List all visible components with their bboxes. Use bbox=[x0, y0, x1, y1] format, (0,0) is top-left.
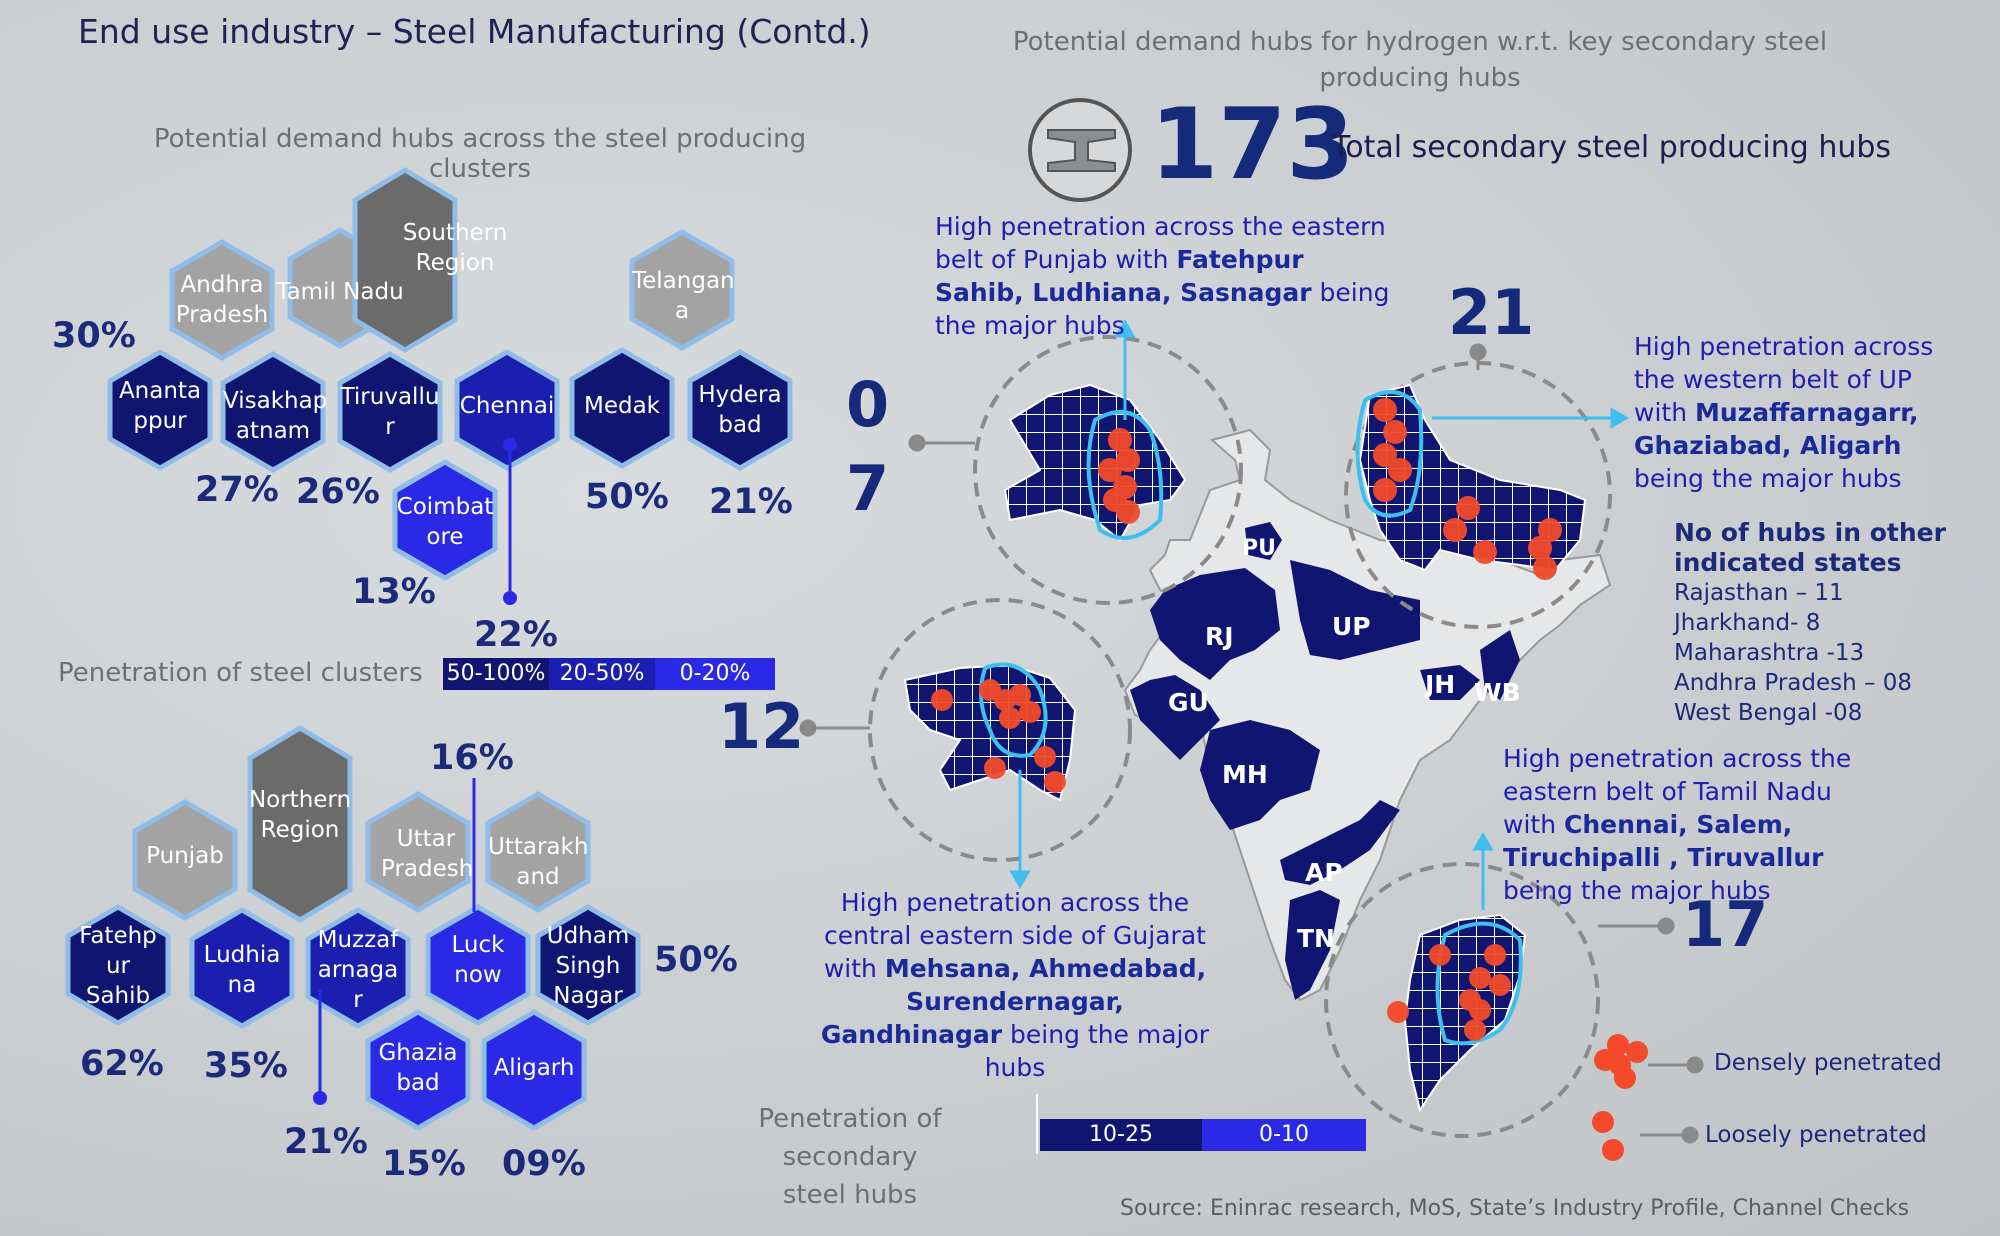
total-label: Total secondary steel producing hubs bbox=[1332, 130, 1892, 165]
hex-label-lucknow: Luck now bbox=[451, 932, 505, 988]
state-label-tn: TN bbox=[1297, 924, 1335, 953]
hex-label-tamil: Tamil Nadu bbox=[276, 279, 404, 305]
pct-visakhapatnam: 26% bbox=[296, 472, 380, 512]
punjab-number-b: 7 bbox=[846, 452, 890, 525]
state-label-pu: PU bbox=[1242, 536, 1276, 561]
other-state-item: Jharkhand- 8 bbox=[1674, 610, 1821, 636]
hex-label-visakhapatnam: Visakhap atnam bbox=[223, 388, 328, 444]
state-label-ap: AP bbox=[1305, 858, 1343, 887]
hex-southern-region bbox=[352, 167, 458, 353]
legend-50-100: 50-100% bbox=[443, 658, 549, 690]
hex-label-ludhiana: Ludhia na bbox=[203, 942, 281, 998]
hex-label-fatehpur: Fatehp ur Sahib bbox=[79, 923, 157, 1009]
punjab-number-a: 0 bbox=[846, 368, 890, 441]
hex-label-northern: Northern Region bbox=[248, 787, 352, 843]
pct-chennai: 22% bbox=[474, 615, 558, 655]
state-label-mh: MH bbox=[1222, 760, 1268, 789]
legend-0-20: 0-20% bbox=[655, 658, 775, 690]
legend-0-10: 0-10 bbox=[1202, 1119, 1366, 1151]
other-states-heading-2: indicated states bbox=[1674, 548, 1902, 577]
secondary-legend-title: Penetration of secondary steel hubs bbox=[690, 1100, 1010, 1214]
hex-label-southern: Southern Region bbox=[402, 220, 508, 276]
hex-northern-region bbox=[247, 725, 353, 923]
secondary-title-1: Penetration of secondary bbox=[758, 1104, 942, 1172]
legend-dense: Densely penetrated bbox=[1714, 1050, 1942, 1076]
tn-number: 17 bbox=[1682, 888, 1769, 961]
pct-fatehpur: 62% bbox=[80, 1044, 164, 1084]
hex-label-uttar: Uttar Pradesh bbox=[381, 826, 474, 882]
state-label-rj: RJ bbox=[1205, 622, 1234, 651]
pct-muzzafarnagar: 21% bbox=[284, 1122, 368, 1162]
hex-label-andhra: Andhra Pradesh bbox=[175, 272, 269, 328]
pct-coimbatore: 13% bbox=[352, 572, 436, 612]
callout-gujarat: High penetration across the central east… bbox=[820, 888, 1210, 1082]
callout-tamil-nadu: High penetration across the eastern belt… bbox=[1503, 744, 1852, 905]
state-label-gu: GU bbox=[1168, 688, 1209, 717]
hex-label-coimbatore: Coimbat ore bbox=[396, 494, 494, 550]
state-label-wb: WB bbox=[1474, 678, 1521, 707]
page-title: End use industry – Steel Manufacturing (… bbox=[78, 12, 871, 51]
legend-20-50: 20-50% bbox=[549, 658, 655, 690]
legend-10-25: 10-25 bbox=[1040, 1119, 1202, 1151]
state-label-up: UP bbox=[1332, 612, 1371, 641]
other-states-list: No of hubs in other indicated states Raj… bbox=[1674, 518, 1974, 728]
pct-aligarh: 09% bbox=[502, 1144, 586, 1184]
up-number: 21 bbox=[1448, 276, 1535, 349]
right-title: Potential demand hubs for hydrogen w.r.t… bbox=[960, 24, 1880, 96]
hex-label-ghaziabad: Ghazia bad bbox=[378, 1040, 458, 1096]
right-title-line-2: producing hubs bbox=[1319, 63, 1521, 93]
legend-divider bbox=[1036, 1094, 1038, 1154]
hex-label-telangana: Telangan a bbox=[632, 268, 735, 324]
hex-label-punjab: Punjab bbox=[146, 843, 224, 869]
pct-anantappur: 27% bbox=[195, 470, 279, 510]
other-state-item: Andhra Pradesh – 08 bbox=[1674, 670, 1913, 696]
hex-label-medak: Medak bbox=[583, 393, 660, 419]
pct-medak: 50% bbox=[585, 477, 669, 517]
legend-loose: Loosely penetrated bbox=[1705, 1122, 1927, 1148]
callout-up: High penetration across the western belt… bbox=[1634, 332, 1934, 493]
total-number: 173 bbox=[1150, 88, 1355, 202]
other-state-item: West Bengal -08 bbox=[1674, 700, 1863, 726]
state-label-jh: JH bbox=[1425, 670, 1456, 699]
pct-andhra: 30% bbox=[52, 316, 136, 356]
secondary-title-2: steel hubs bbox=[782, 1180, 918, 1210]
hex-label-tiruvallur: Tiruvallu r bbox=[340, 384, 440, 440]
other-state-item: Maharashtra -13 bbox=[1674, 640, 1865, 666]
pct-ghaziabad: 15% bbox=[382, 1144, 466, 1184]
other-state-item: Rajasthan – 11 bbox=[1674, 580, 1844, 606]
callout-punjab: High penetration across the eastern belt… bbox=[935, 212, 1390, 340]
hex-label-chennai: Chennai bbox=[459, 393, 555, 419]
pct-ludhiana: 35% bbox=[204, 1046, 288, 1086]
pct-udham: 50% bbox=[654, 940, 738, 980]
source-note: Source: Eninrac research, MoS, State’s I… bbox=[1120, 1196, 1910, 1221]
penetration-title: Penetration of steel clusters bbox=[58, 658, 423, 688]
hex-label-hyderabad: Hydera bad bbox=[698, 382, 782, 438]
gujarat-number: 12 bbox=[718, 690, 805, 763]
hex-label-aligarh: Aligarh bbox=[493, 1055, 575, 1081]
pct-lucknow: 16% bbox=[430, 738, 514, 778]
other-states-heading-1: No of hubs in other bbox=[1674, 518, 1946, 547]
pct-hyderabad: 21% bbox=[709, 482, 793, 522]
right-title-line-1: Potential demand hubs for hydrogen w.r.t… bbox=[1012, 27, 1828, 57]
hex-label-uttarakhand: Uttarakh and bbox=[488, 834, 589, 890]
hex-label-anantappur: Ananta ppur bbox=[118, 378, 202, 434]
hex-label-muzzafarnagar: Muzzaf arnaga r bbox=[317, 927, 399, 1013]
hex-label-udham: Udham Singh Nagar bbox=[546, 923, 630, 1009]
clusters-title: Potential demand hubs across the steel p… bbox=[153, 124, 807, 184]
